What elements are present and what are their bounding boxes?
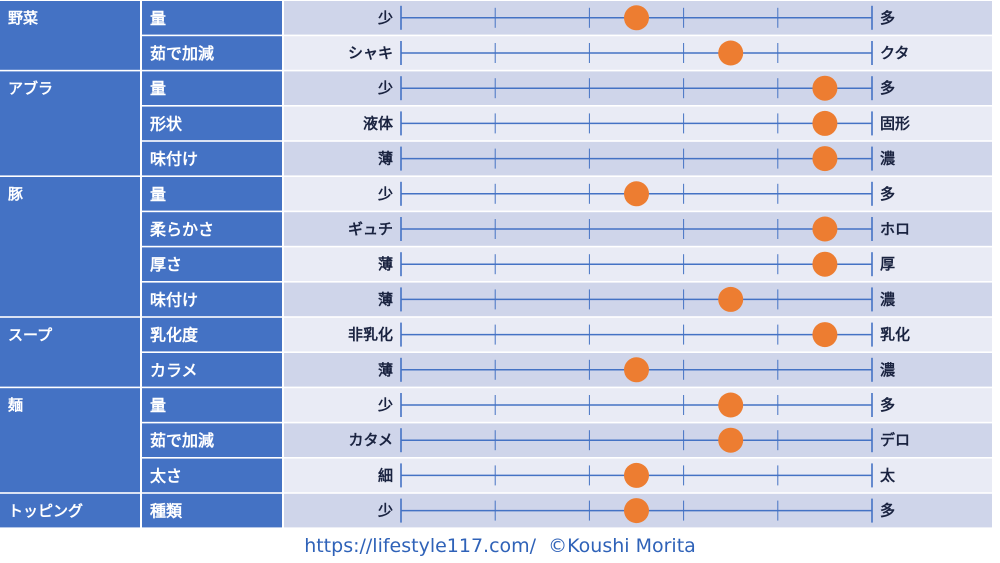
scale-right-label: 多: [880, 502, 895, 520]
attribute-label: 茹で加減: [150, 44, 214, 63]
scale-right-label: クタ: [880, 44, 909, 62]
attribute-cell: [142, 458, 282, 493]
scale-left-label: シャキ: [348, 44, 393, 62]
attribute-label: 乳化度: [150, 326, 199, 345]
scale-left-label: 薄: [378, 361, 393, 379]
data-point: [812, 322, 838, 348]
scale-left-label: 薄: [378, 150, 393, 168]
data-point: [718, 40, 744, 66]
attribute-label: 柔らかさ: [149, 220, 214, 239]
category-label: 野菜: [8, 9, 38, 27]
scale-left-label: 少: [377, 396, 393, 414]
attribute-cell: [142, 493, 282, 528]
scale-right-label: 濃: [880, 150, 896, 168]
scale-left-label: 細: [378, 466, 393, 484]
attribute-label: カラメ: [150, 361, 198, 380]
footer-credit[interactable]: https://lifestyle117.com/ ©Koushi Morita: [304, 535, 696, 557]
data-point: [718, 392, 744, 418]
attribute-label: 太さ: [149, 466, 182, 485]
attribute-label: 茹で加減: [150, 431, 214, 450]
data-point: [718, 427, 744, 453]
scale-right-label: 濃: [880, 290, 896, 308]
attribute-cell: [142, 388, 282, 422]
attribute-cell: [142, 71, 282, 105]
scale-left-label: 非乳化: [348, 326, 393, 344]
attribute-label: 味付け: [150, 150, 198, 169]
category-cell: [0, 317, 140, 387]
attribute-label: 量: [150, 79, 166, 98]
scale-left-label: 薄: [378, 290, 393, 308]
attribute-label: 種類: [150, 502, 183, 521]
scale-right-label: 厚: [880, 255, 895, 273]
scale-right-label: 多: [880, 9, 895, 27]
category-cell: [0, 388, 140, 493]
attribute-cell: [142, 1, 282, 35]
data-point: [624, 498, 649, 524]
scale-right-label: デロ: [880, 431, 910, 449]
scale-right-label: 多: [880, 396, 895, 414]
attribute-cell: [142, 317, 282, 352]
ramen-rating-chart: 野菜量少多茹で加減 シャキ クタアブラ量少多形状 液体 固形味付け薄濃豚量少多柔らかさギ…: [0, 1, 992, 528]
scale-left-label: 少: [377, 185, 393, 203]
data-point: [812, 110, 838, 136]
attribute-cell: [142, 177, 282, 211]
attribute-cell: [142, 247, 282, 281]
attribute-cell: [142, 106, 282, 141]
attribute-cell: [142, 423, 282, 457]
scale-right-label: ホロ: [880, 220, 910, 238]
scale-right-label: 太: [880, 466, 896, 484]
category-cell: [0, 1, 140, 70]
scale-left-label: 少: [377, 502, 393, 520]
data-point: [718, 286, 744, 312]
category-label: スープ: [8, 326, 53, 344]
attribute-label: 味付け: [150, 290, 198, 309]
scale-right-label: 乳化: [880, 326, 910, 344]
scale-right-label: 濃: [880, 361, 896, 379]
category-cell: [0, 71, 140, 176]
category-cell: [0, 177, 140, 317]
attribute-label: 形状: [150, 114, 183, 133]
category-label: 麺: [7, 396, 23, 414]
attribute-cell: [142, 141, 282, 176]
scale-left-label: 液体: [363, 114, 394, 132]
scale-left-label: 少: [377, 79, 393, 97]
data-point: [624, 181, 649, 207]
attribute-label: 量: [150, 396, 166, 415]
attribute-cell: [142, 212, 282, 246]
attribute-cell: [142, 282, 282, 317]
attribute-label: 量: [150, 9, 166, 28]
data-point: [812, 75, 838, 101]
category-label: アブラ: [8, 79, 53, 97]
scale-right-label: 固形: [880, 114, 910, 132]
data-point: [624, 462, 649, 488]
attribute-label: 量: [150, 185, 166, 204]
data-point: [624, 5, 649, 31]
category-label: 豚: [8, 185, 23, 203]
attribute-cell: [142, 36, 282, 70]
scale-left-label: カタメ: [348, 431, 393, 449]
data-point: [624, 357, 649, 383]
scale-right-label: 多: [880, 79, 895, 97]
data-point: [812, 251, 838, 277]
scale-right-label: 多: [880, 185, 895, 203]
scale-left-label: ギュチ: [348, 220, 393, 238]
attribute-label: 厚さ: [150, 255, 182, 274]
category-label: トッピング: [8, 502, 83, 520]
data-point: [812, 216, 838, 242]
category-cell: [0, 493, 140, 528]
data-point: [812, 146, 838, 172]
scale-left-label: 少: [377, 9, 393, 27]
attribute-cell: [142, 353, 282, 387]
scale-left-label: 薄: [378, 255, 393, 273]
